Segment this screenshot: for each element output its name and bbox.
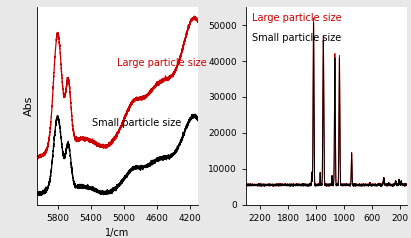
Text: Small particle size: Small particle size <box>92 118 181 128</box>
Text: Small particle size: Small particle size <box>252 33 342 43</box>
Text: Large particle size: Large particle size <box>118 58 207 68</box>
X-axis label: 1/cm: 1/cm <box>105 228 129 238</box>
Text: Large particle size: Large particle size <box>252 13 342 23</box>
Y-axis label: Abs: Abs <box>24 96 34 116</box>
